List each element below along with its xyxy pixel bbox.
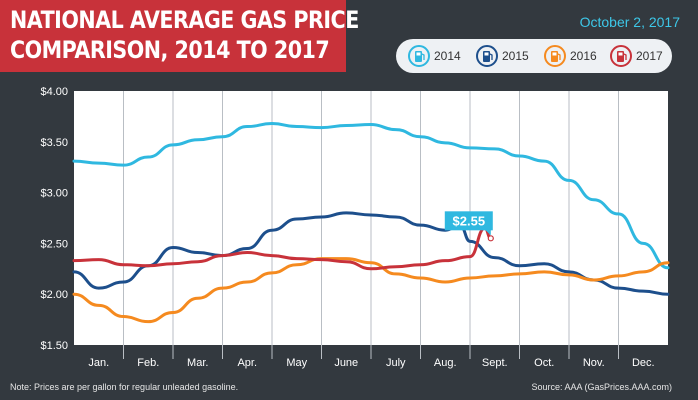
gas-pump-icon bbox=[408, 45, 430, 67]
gas-pump-icon bbox=[544, 45, 566, 67]
y-tick-label: $2.50 bbox=[40, 238, 68, 250]
annotation-box bbox=[444, 211, 493, 231]
legend-label-2017: 2017 bbox=[636, 49, 663, 63]
x-tick-label: May bbox=[286, 357, 307, 369]
annotation-point bbox=[487, 235, 494, 242]
x-tick-label: Dec. bbox=[632, 357, 655, 369]
series-line-2015 bbox=[72, 211, 670, 296]
series-line-2016 bbox=[72, 257, 670, 324]
y-tick-label: $2.00 bbox=[40, 289, 68, 301]
date-label: October 2, 2017 bbox=[579, 14, 680, 30]
legend-label-2015: 2015 bbox=[502, 49, 529, 63]
line-chart: $1.50 $2.00 $2.50 $3.00 $3.50 $4.00 Jan. Feb. Ma… bbox=[40, 86, 670, 369]
y-tick-label: $1.50 bbox=[40, 340, 68, 352]
series-line-2017 bbox=[72, 226, 493, 271]
series-line-2014 bbox=[72, 122, 670, 270]
annotation-pointer bbox=[484, 229, 491, 236]
title-banner: NATIONAL AVERAGE GAS PRICE COMPARISON, 2… bbox=[0, 0, 359, 72]
legend-label-2016: 2016 bbox=[570, 49, 597, 63]
annotation-label: $2.55 bbox=[453, 213, 486, 228]
legend: 2014 2015 2016 2017 bbox=[396, 39, 672, 73]
gas-pump-icon bbox=[610, 45, 632, 67]
y-tick-label: $3.00 bbox=[40, 188, 68, 200]
x-tick-label: Apr. bbox=[237, 357, 257, 369]
y-tick-label: $3.50 bbox=[40, 137, 68, 149]
legend-label-2014: 2014 bbox=[434, 49, 461, 63]
chart-title-line-2: COMPARISON, 2014 TO 2017 bbox=[10, 36, 330, 64]
chart-title-line-1: NATIONAL AVERAGE GAS PRICE bbox=[10, 6, 359, 34]
x-tick-label: Feb. bbox=[137, 357, 159, 369]
x-tick-label: Nov. bbox=[583, 357, 605, 369]
chart-area: $1.50 $2.00 $2.50 $3.00 $3.50 $4.00 Jan. Feb. Ma… bbox=[0, 80, 698, 380]
gas-pump-icon bbox=[476, 45, 498, 67]
x-tick-label: Sept. bbox=[482, 357, 508, 369]
x-tick-label: Mar. bbox=[187, 357, 208, 369]
x-tick-label: June bbox=[334, 357, 358, 369]
footnote: Note: Prices are per gallon for regular … bbox=[10, 382, 239, 392]
x-tick-label: Jan. bbox=[88, 357, 109, 369]
x-tick-label: Oct. bbox=[534, 357, 554, 369]
source-note: Source: AAA (GasPrices.AAA.com) bbox=[531, 382, 672, 392]
x-tick-label: Aug. bbox=[434, 357, 457, 369]
y-tick-label: $4.00 bbox=[40, 86, 68, 98]
x-tick-label: July bbox=[386, 357, 406, 369]
